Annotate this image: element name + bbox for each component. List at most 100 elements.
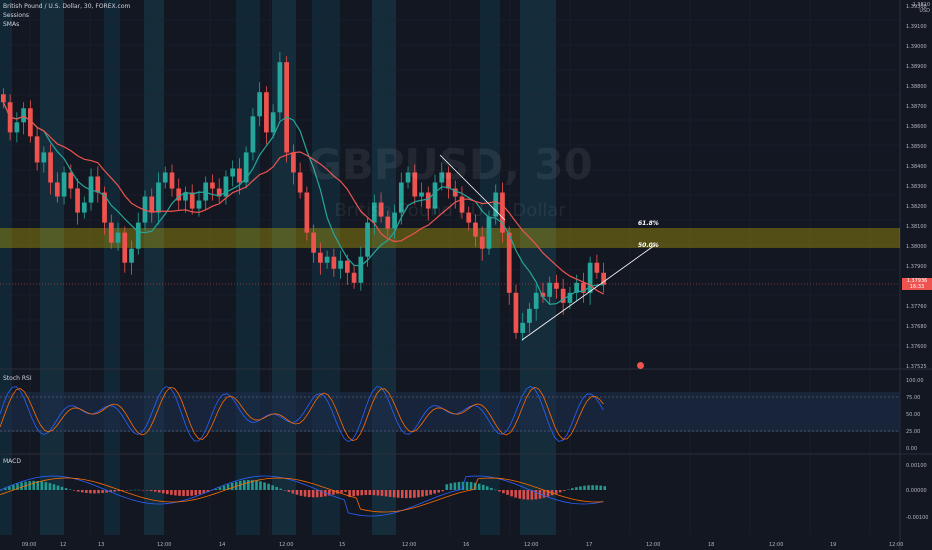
macd-label[interactable]: MACD (3, 458, 21, 465)
currency-unit: USD (919, 8, 930, 14)
candle-body (203, 182, 209, 201)
time-axis-label: 17 (586, 542, 592, 548)
currency-label: 1.3810 USD (913, 2, 931, 14)
macd-histogram-bar (129, 489, 133, 491)
price-axis-label: 1.37600 (906, 344, 927, 350)
candle-body (486, 216, 492, 249)
candle-body (439, 172, 445, 183)
macd-histogram-bar (425, 490, 428, 496)
macd-histogram-bar (52, 484, 56, 490)
price-axis-label: 1.39300 (906, 4, 927, 10)
macd-histogram-bar (194, 490, 197, 496)
candle-body (189, 192, 195, 209)
price-axis-label: 1.38400 (906, 164, 927, 170)
macd-histogram-bar (352, 490, 355, 497)
symbol-title[interactable]: British Pound / U.S. Dollar, 30, FOREX.c… (3, 3, 131, 10)
price-axis-label: 1.38300 (906, 184, 927, 190)
session-band (40, 0, 64, 535)
candle-body (61, 172, 67, 197)
macd-histogram-bar (392, 490, 396, 498)
candle-body (115, 232, 121, 243)
macd-histogram-bar (198, 490, 202, 495)
price-axis-label: 1.38800 (906, 84, 927, 90)
candle-body (264, 92, 269, 133)
macd-histogram-bar (230, 482, 234, 490)
macd-histogram-bar (206, 490, 210, 493)
candle-body (230, 168, 236, 177)
macd-histogram-bar (603, 486, 607, 490)
stoch-axis-label: 75.00 (906, 395, 920, 401)
macd-histogram-bar (0, 490, 3, 491)
candle-body (574, 282, 580, 293)
macd-histogram-bar (48, 483, 52, 490)
macd-histogram-bar (348, 490, 351, 497)
macd-histogram-bar (595, 485, 598, 490)
macd-histogram-bar (16, 483, 19, 490)
macd-histogram-bar (36, 481, 40, 490)
macd-histogram-bar (340, 490, 343, 493)
candle-body (304, 192, 310, 233)
session-band (520, 0, 556, 535)
price-axis-label: 1.37760 (906, 304, 927, 310)
candle-body (432, 182, 438, 209)
candle-body (446, 172, 451, 189)
indicator-sessions[interactable]: Sessions (3, 12, 30, 19)
price-axis-label: 1.39100 (906, 24, 927, 30)
candle-body (385, 216, 391, 229)
macd-histogram-bar (567, 489, 570, 490)
macd-histogram-bar (522, 490, 526, 500)
time-axis-label: 12:00 (646, 542, 660, 548)
macd-histogram-bar (162, 490, 165, 494)
macd-histogram-bar (44, 482, 48, 490)
time-axis-label: 16 (463, 542, 469, 548)
macd-histogram-bar (222, 485, 226, 490)
time-axis-label: 12 (60, 542, 66, 548)
macd-histogram-bar (587, 485, 590, 490)
macd-histogram-bar (68, 489, 72, 490)
macd-histogram-bar (303, 490, 307, 497)
macd-histogram-bar (413, 490, 416, 498)
macd-histogram-bar (486, 486, 489, 490)
macd-line (0, 475, 604, 517)
macd-histogram-bar (182, 490, 185, 497)
macd-histogram-bar (89, 490, 92, 494)
macd-histogram-bar (149, 490, 153, 492)
macd-histogram-bar (356, 490, 359, 496)
stoch-d-line (0, 386, 604, 442)
candle-body (108, 222, 114, 243)
macd-histogram-bar (4, 488, 7, 490)
indicator-smas[interactable]: SMAs (3, 21, 20, 28)
macd-histogram-bar (72, 490, 76, 491)
candle-body (102, 192, 107, 223)
macd-histogram-bar (283, 490, 287, 491)
candle-body (196, 200, 202, 209)
time-axis-label: 13 (98, 542, 104, 548)
candle-body (169, 172, 175, 189)
candle-body (398, 182, 404, 213)
macd-histogram-bar (271, 485, 274, 490)
macd-histogram-bar (109, 490, 112, 493)
macd-histogram-bar (526, 490, 530, 500)
candle-body (257, 92, 263, 117)
macd-histogram-bar (263, 482, 266, 490)
macd-histogram-bar (137, 489, 141, 491)
macd-histogram-bar (372, 490, 376, 496)
stoch-rsi-label[interactable]: Stoch RSI (3, 375, 32, 382)
candle-body (493, 192, 499, 217)
candle-body (331, 256, 337, 269)
macd-histogram-bar (93, 490, 96, 494)
economic-event-flag-icon[interactable] (637, 362, 644, 369)
candle-body (95, 176, 101, 193)
macd-histogram-bar (453, 482, 457, 490)
time-axis-label: 18 (708, 542, 714, 548)
macd-histogram-bar (214, 488, 218, 490)
candle-body (318, 252, 323, 263)
session-band (0, 0, 12, 535)
candle-body (365, 222, 370, 257)
candle-body (581, 282, 586, 293)
macd-histogram-bar (579, 486, 582, 490)
macd-histogram-bar (76, 490, 80, 492)
fib-618-label: 61.8% (638, 220, 659, 227)
